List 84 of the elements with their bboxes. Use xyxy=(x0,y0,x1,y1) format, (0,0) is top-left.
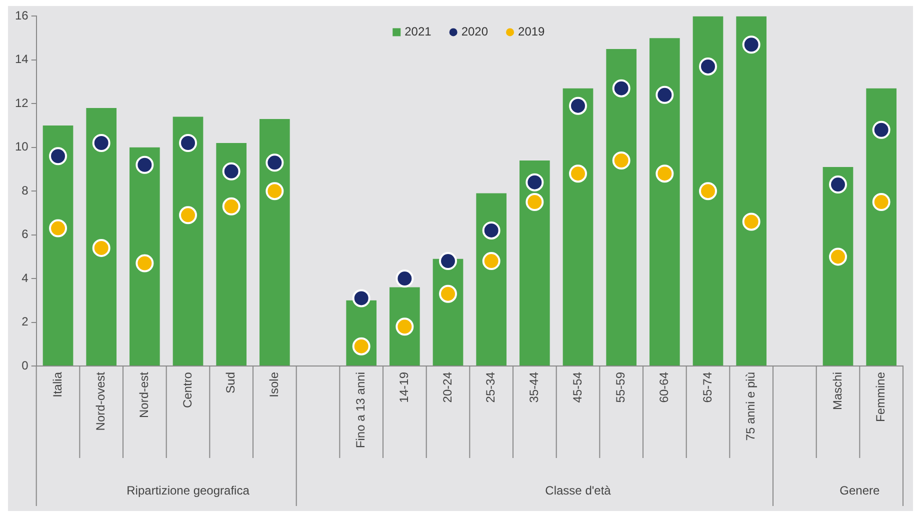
point xyxy=(656,164,674,183)
y-tick-label: 6 xyxy=(22,227,29,242)
point xyxy=(179,206,198,224)
y-tick-label: 0 xyxy=(22,358,29,372)
legend-label: 2021 xyxy=(404,24,432,39)
x-tick-label: Centro xyxy=(180,372,194,408)
bar xyxy=(736,16,767,366)
y-tick-label: 2 xyxy=(22,314,29,329)
point xyxy=(49,219,68,238)
y-tick-label: 8 xyxy=(22,183,29,198)
bar xyxy=(650,38,680,366)
bar xyxy=(476,193,507,366)
point xyxy=(742,212,760,231)
bar xyxy=(692,16,724,366)
point xyxy=(396,318,414,336)
point xyxy=(569,96,588,115)
x-tick-label: Nord-est xyxy=(136,371,151,418)
point xyxy=(222,162,240,180)
point xyxy=(439,284,458,303)
point xyxy=(396,270,414,288)
text: Genere xyxy=(840,483,880,498)
point xyxy=(266,154,284,172)
point xyxy=(482,221,500,240)
x-tick-label: Nord-ovest xyxy=(94,371,108,431)
x-tick-label: 45-54 xyxy=(570,372,584,403)
point xyxy=(829,176,847,194)
bar xyxy=(562,88,594,366)
y-tick-label: 12 xyxy=(14,96,29,110)
bar xyxy=(130,147,160,366)
text: Ripartizione geografica xyxy=(126,483,250,498)
point xyxy=(266,182,284,200)
point xyxy=(352,337,370,356)
bar xyxy=(86,108,117,366)
point xyxy=(699,57,718,76)
x-tick-label: 20-24 xyxy=(440,372,454,403)
text: Classe d'età xyxy=(545,483,612,498)
x-tick-label: 14-19 xyxy=(396,372,411,403)
bar xyxy=(42,126,74,366)
bar xyxy=(172,116,204,366)
x-tick-label: Fino a 13 anni xyxy=(354,372,368,448)
point xyxy=(699,182,718,200)
point xyxy=(482,252,500,270)
x-tick-label: 35-44 xyxy=(526,372,541,403)
x-tick-label: Isole xyxy=(266,372,281,398)
y-tick-label: 16 xyxy=(14,8,29,23)
bar xyxy=(520,160,550,366)
point xyxy=(179,134,198,152)
x-tick-label: Maschi xyxy=(830,372,844,410)
point xyxy=(526,193,544,212)
point xyxy=(92,134,110,152)
x-tick-label: Femmine xyxy=(874,372,888,422)
point xyxy=(222,197,240,216)
x-tick-label: Italia xyxy=(50,372,64,398)
point xyxy=(656,86,674,104)
point xyxy=(829,248,847,266)
y-tick-label: 14 xyxy=(14,52,29,66)
bar xyxy=(260,118,290,366)
y-tick-label: 4 xyxy=(22,270,29,285)
point xyxy=(352,289,370,308)
x-tick-label: 65-74 xyxy=(700,372,714,403)
point xyxy=(136,156,154,174)
legend-label: 2020 xyxy=(461,24,488,39)
x-tick-label: 75 anni e più xyxy=(744,372,758,441)
legend-label: 2019 xyxy=(518,24,546,39)
point xyxy=(872,120,890,139)
bar xyxy=(866,88,896,366)
x-tick-label: 60-64 xyxy=(656,372,671,403)
point xyxy=(92,238,110,257)
x-tick-label: 25-34 xyxy=(484,372,498,403)
x-tick-label: 55-59 xyxy=(614,372,628,403)
bar xyxy=(822,167,854,366)
point xyxy=(439,252,458,270)
point xyxy=(569,164,588,183)
point xyxy=(612,79,630,98)
point xyxy=(526,173,544,192)
bar xyxy=(606,48,637,366)
point xyxy=(136,254,154,272)
point xyxy=(872,193,890,212)
bar xyxy=(216,143,247,366)
point xyxy=(742,36,760,54)
x-tick-label: Sud xyxy=(224,372,238,394)
y-tick-label: 10 xyxy=(14,140,29,154)
point xyxy=(49,147,68,166)
point xyxy=(612,151,630,170)
